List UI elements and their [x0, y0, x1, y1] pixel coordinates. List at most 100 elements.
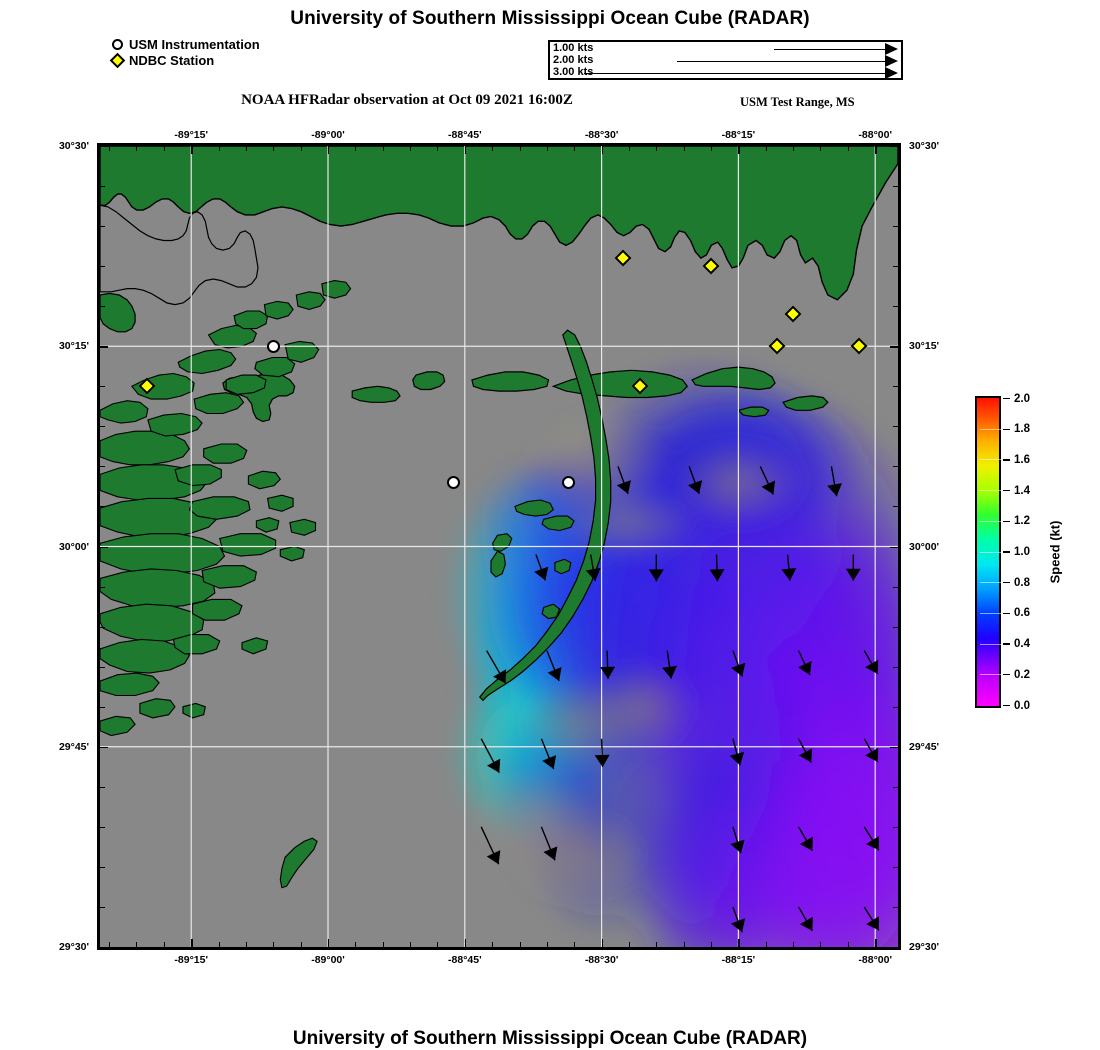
current-vector — [797, 906, 813, 932]
barrier-island — [691, 366, 776, 391]
axis-tick-major — [464, 146, 467, 154]
barrier-island — [412, 371, 446, 391]
marsh-west — [100, 292, 136, 333]
lake-borgne — [100, 204, 259, 306]
legend-item-usm: USM Instrumentation — [110, 36, 260, 52]
axis-tick-major — [890, 546, 898, 548]
axis-tick — [109, 942, 111, 947]
axis-tick — [711, 942, 713, 947]
current-vector — [863, 906, 880, 931]
delta-landmass — [147, 412, 203, 437]
colorbar-tick — [1003, 704, 1010, 707]
axis-tick — [628, 146, 630, 151]
barrier-island — [551, 369, 689, 399]
island-fragment — [541, 603, 561, 620]
delta-landmass — [192, 598, 243, 621]
footer-title: University of Southern Mississippi Ocean… — [292, 1028, 808, 1049]
colorbar-gridline — [979, 459, 1001, 461]
axis-tick — [893, 706, 898, 708]
current-vector — [797, 826, 813, 852]
axis-tick-major — [738, 939, 740, 947]
delta-landmass — [255, 517, 280, 533]
axis-tick — [100, 906, 105, 908]
colorbar-tick — [1003, 582, 1010, 584]
graticule — [100, 146, 898, 947]
legend-item-ndbc: NDBC Station — [109, 52, 260, 68]
vector-scale-label: 3.00 kts — [553, 66, 594, 78]
map-canvas — [100, 146, 898, 947]
axis-tick — [100, 186, 105, 188]
colorbar-gridline — [979, 551, 1001, 553]
lon-label-top: -88°30' — [584, 129, 619, 141]
axis-tick — [100, 866, 105, 868]
axis-tick — [109, 146, 111, 151]
colorbar-tick-label: 2.0 — [1014, 392, 1030, 405]
axis-tick — [163, 942, 165, 947]
axis-tick — [100, 586, 105, 588]
axis-tick — [683, 942, 685, 947]
colorbar-tick-label: 0.8 — [1014, 576, 1030, 589]
usm-instrumentation-marker[interactable] — [447, 475, 461, 489]
axis-tick — [893, 306, 898, 308]
axis-tick — [574, 942, 576, 947]
current-vector — [709, 554, 725, 582]
axis-tick — [893, 906, 898, 908]
usm-instrumentation-marker[interactable] — [266, 339, 280, 353]
current-vector — [729, 738, 745, 766]
axis-tick-major — [875, 939, 877, 947]
mainland-coast — [100, 146, 898, 301]
delta-landmass — [295, 291, 326, 310]
axis-tick — [765, 942, 767, 947]
current-vector — [540, 826, 558, 861]
axis-tick — [382, 942, 384, 947]
colorbar-tick — [1003, 489, 1010, 492]
radar-map[interactable] — [97, 143, 901, 950]
colorbar-gridline — [979, 520, 1001, 522]
axis-tick-major — [601, 939, 603, 947]
colorbar-tick — [1003, 459, 1010, 461]
axis-tick-major — [738, 146, 740, 154]
delta-landmass — [100, 497, 218, 538]
vector-scale-arrowhead — [885, 43, 898, 55]
current-vector — [594, 738, 610, 768]
vector-scale-shaft — [583, 73, 885, 74]
axis-tick-major — [890, 346, 898, 348]
axis-tick-major — [191, 939, 193, 947]
axis-tick-major — [890, 746, 898, 749]
axis-tick — [893, 386, 898, 388]
colorbar-tick-label: 0.6 — [1014, 607, 1030, 620]
lat-label-right: 29°30' — [909, 941, 940, 953]
axis-tick — [546, 942, 548, 947]
axis-tick — [218, 942, 220, 947]
delta-landmass — [182, 702, 206, 719]
island-fragment — [554, 558, 572, 575]
current-vector — [585, 554, 601, 582]
axis-tick — [893, 947, 898, 948]
colorbar-gridline — [979, 643, 1001, 645]
lat-label-left: 29°30' — [58, 941, 89, 953]
axis-tick — [437, 146, 439, 151]
colorbar-gridline — [979, 612, 1001, 614]
delta-landmass — [247, 470, 282, 490]
lat-label-left: 30°30' — [58, 140, 89, 152]
vector-scale-shaft — [677, 61, 885, 62]
current-vector — [731, 650, 746, 677]
chandeleur-islands — [478, 329, 612, 702]
lon-label-bottom: -88°15' — [721, 954, 756, 966]
current-vector — [797, 650, 812, 676]
vector-scale-row: 2.00 kts — [550, 54, 901, 68]
usm-instrumentation-marker[interactable] — [562, 475, 576, 489]
axis-tick — [711, 146, 713, 151]
colorbar-tick — [1003, 520, 1010, 522]
page-title: University of Southern Mississippi Ocean… — [290, 8, 810, 29]
axis-tick — [100, 666, 105, 668]
colorbar-tick-label: 1.2 — [1014, 515, 1030, 528]
map-geometry — [100, 146, 898, 947]
speed-field — [443, 356, 898, 947]
axis-tick — [355, 146, 357, 151]
axis-tick — [273, 146, 275, 151]
axis-tick-major — [100, 546, 108, 548]
axis-tick — [100, 386, 105, 388]
axis-tick-major — [100, 146, 108, 148]
colorbar-gridline — [979, 490, 1001, 492]
